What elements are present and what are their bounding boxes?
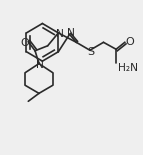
Text: N: N	[56, 29, 64, 39]
Text: N: N	[67, 28, 75, 38]
Text: O: O	[20, 38, 29, 48]
Text: H₂N: H₂N	[118, 63, 138, 73]
Text: N: N	[36, 60, 44, 70]
Text: O: O	[125, 37, 134, 47]
Text: S: S	[87, 47, 94, 57]
